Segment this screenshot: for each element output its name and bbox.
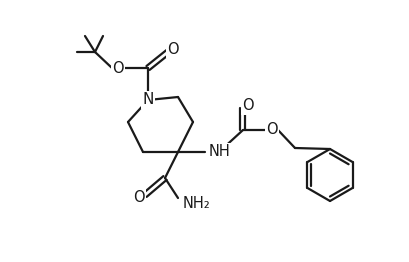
Text: NH: NH <box>209 145 230 160</box>
Text: O: O <box>112 61 124 75</box>
Text: N: N <box>142 92 153 107</box>
Text: O: O <box>265 123 277 138</box>
Text: O: O <box>167 41 178 57</box>
Text: O: O <box>133 190 144 205</box>
Text: O: O <box>242 99 253 113</box>
Text: NH₂: NH₂ <box>182 196 210 211</box>
